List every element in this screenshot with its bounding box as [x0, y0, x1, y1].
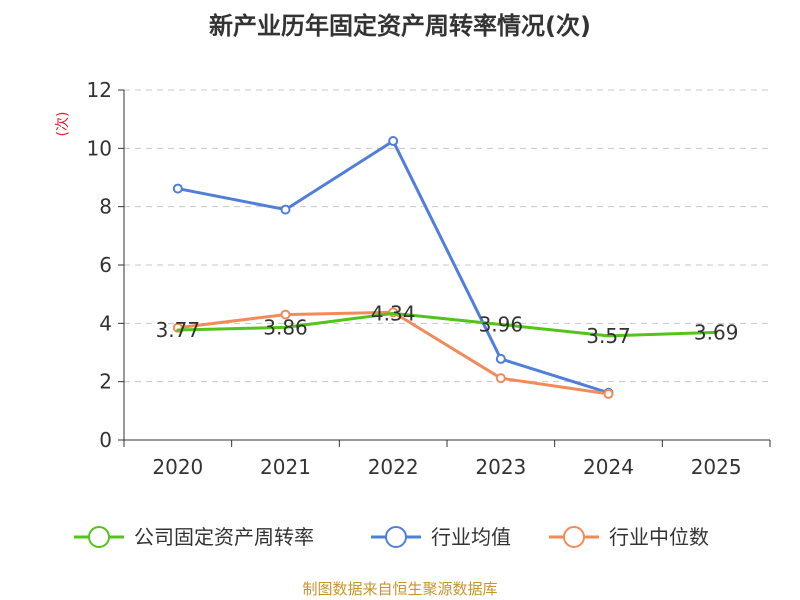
y-tick-label: 0: [99, 428, 112, 452]
data-point: [280, 204, 291, 215]
x-tick-label: 2021: [260, 455, 311, 479]
data-label: 3.96: [479, 313, 524, 337]
x-tick-label: 2025: [691, 455, 742, 479]
legend-marker: [88, 526, 110, 548]
series-line-1: [176, 139, 610, 395]
legend-item-2[interactable]: 行业中位数: [549, 525, 709, 549]
data-label: 4.34: [371, 301, 416, 325]
legend-label: 行业均值: [431, 525, 511, 549]
data-point: [388, 136, 399, 147]
data-point: [280, 309, 291, 320]
legend-marker: [385, 526, 407, 548]
y-tick-label: 10: [87, 136, 112, 160]
y-tick-label: 8: [99, 195, 112, 219]
data-label: 3.86: [263, 315, 308, 339]
data-point: [495, 353, 506, 364]
y-tick-label: 4: [99, 311, 112, 335]
data-label: 3.57: [586, 324, 631, 348]
y-tick-label: 12: [87, 78, 112, 102]
data-point: [172, 183, 183, 194]
data-label: 3.77: [156, 318, 201, 342]
y-tick-label: 6: [99, 253, 112, 277]
x-tick-label: 2024: [583, 455, 634, 479]
data-label: 3.69: [694, 320, 739, 344]
y-axis-label: (次): [55, 112, 71, 137]
x-tick-label: 2020: [152, 455, 203, 479]
chart-title: 新产业历年固定资产周转率情况(次): [209, 12, 591, 40]
legend-label: 公司固定资产周转率: [134, 525, 314, 549]
legend-marker: [563, 526, 585, 548]
series-line-0: [176, 311, 718, 338]
legend-item-0[interactable]: 公司固定资产周转率: [74, 525, 314, 549]
y-tick-label: 2: [99, 370, 112, 394]
data-point: [495, 373, 506, 384]
data-source-note: 制图数据来自恒生聚源数据库: [302, 580, 498, 598]
x-tick-label: 2022: [368, 455, 419, 479]
legend-label: 行业中位数: [609, 525, 709, 549]
legend-item-1[interactable]: 行业均值: [371, 525, 511, 549]
x-tick-label: 2023: [475, 455, 526, 479]
data-point: [603, 388, 614, 399]
